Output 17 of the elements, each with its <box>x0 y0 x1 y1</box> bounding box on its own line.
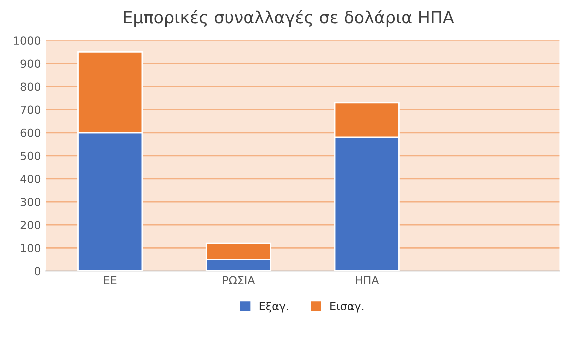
y-tick-label: 400 <box>20 174 41 184</box>
legend-label: Εισαγ. <box>330 302 364 313</box>
y-tick-label: 200 <box>20 221 41 230</box>
x-tick-label: ΗΠΑ <box>356 276 380 285</box>
y-tick-label: 100 <box>21 244 41 253</box>
y-tick-label: 500 <box>20 152 41 160</box>
y-tick-label: 300 <box>20 198 41 206</box>
chart-title: Εμπορικές συναλλαγές σε δολάρια ΗΠΑ <box>124 10 454 27</box>
legend-label: Εξαγ. <box>260 302 288 313</box>
y-tick-label: 0 <box>34 267 41 276</box>
y-tick-label: 1000 <box>14 36 41 46</box>
y-tick-label: 700 <box>21 106 41 114</box>
y-tick-label: 600 <box>20 128 41 138</box>
x-tick-label: ΕΕ <box>104 276 117 285</box>
y-tick-label: 800 <box>20 82 41 92</box>
x-tick-label: ΡΩΣΙΑ <box>223 276 256 285</box>
y-tick-label: 900 <box>20 60 41 68</box>
